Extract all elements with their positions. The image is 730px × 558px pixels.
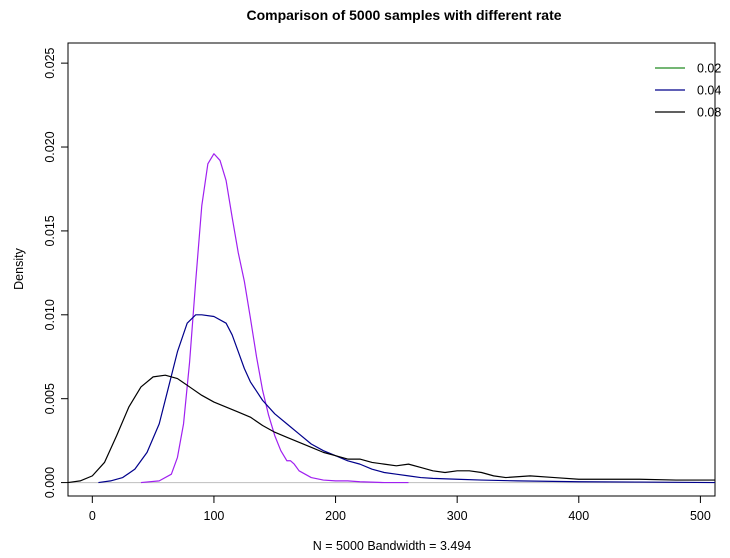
y-tick-label: 0.020 xyxy=(43,131,57,162)
y-axis: 0.000 0.005 0.010 0.015 0.020 0.025 xyxy=(43,47,69,498)
y-tick-label: 0.005 xyxy=(43,383,57,414)
x-tick-label: 300 xyxy=(447,509,468,523)
x-axis-label: N = 5000 Bandwidth = 3.494 xyxy=(313,539,472,553)
y-tick-label: 0.000 xyxy=(43,467,57,498)
x-tick-label: 0 xyxy=(89,509,96,523)
y-tick-label: 0.025 xyxy=(43,47,57,78)
y-tick-label: 0.010 xyxy=(43,299,57,330)
x-tick-label: 200 xyxy=(325,509,346,523)
series-line-2 xyxy=(98,314,716,484)
plot-border xyxy=(67,42,716,497)
legend-label: 0.02 xyxy=(697,62,721,76)
series-line-1 xyxy=(140,153,409,484)
y-axis-label: Density xyxy=(12,247,26,289)
legend: 0.02 0.04 0.08 xyxy=(655,62,721,120)
plot-frame xyxy=(67,42,716,497)
series-line-3 xyxy=(67,374,715,484)
series-layer xyxy=(67,153,716,484)
x-tick-label: 100 xyxy=(204,509,225,523)
x-tick-label: 400 xyxy=(568,509,589,523)
legend-label: 0.08 xyxy=(697,106,721,120)
legend-label: 0.04 xyxy=(697,84,721,98)
chart-title: Comparison of 5000 samples with differen… xyxy=(246,7,561,23)
x-axis: 0 100 200 300 400 500 xyxy=(89,495,711,523)
x-tick-label: 500 xyxy=(690,509,711,523)
y-tick-label: 0.015 xyxy=(43,215,57,246)
